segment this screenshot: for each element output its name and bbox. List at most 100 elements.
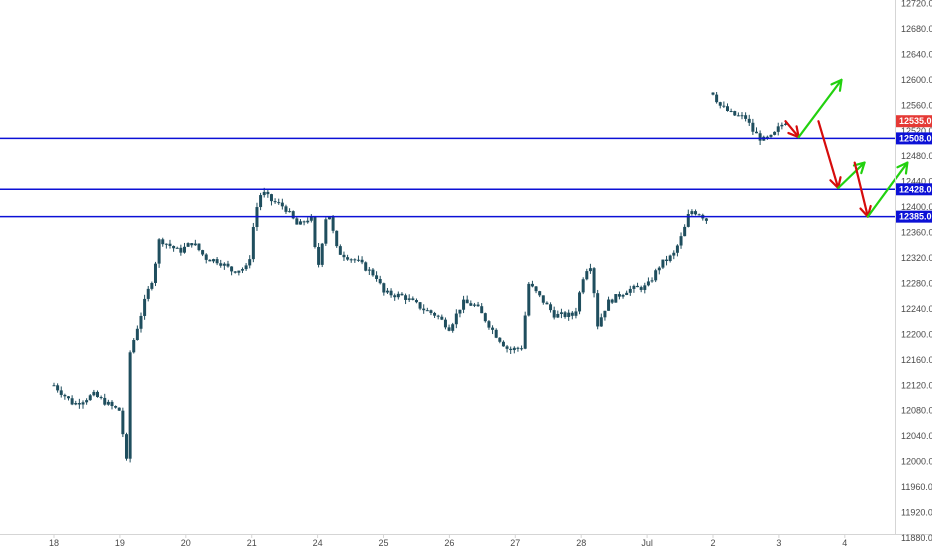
candle-body — [414, 300, 418, 303]
candle-body — [733, 111, 737, 116]
candle-body — [179, 247, 183, 253]
time-tick-label: 18 — [49, 538, 59, 548]
horizontal-levels — [0, 137, 895, 218]
time-tick-label: 2 — [710, 538, 715, 548]
candle-body — [146, 288, 150, 299]
last-price-label: 12535.0 — [899, 116, 932, 126]
candle-body — [248, 259, 252, 266]
last-price-badge — [896, 115, 932, 128]
time-tick-label: 21 — [247, 538, 257, 548]
price-tick-label: 12720.0 — [901, 0, 932, 9]
candle-body — [349, 259, 353, 261]
candle-body — [364, 262, 368, 271]
candle-body — [776, 126, 780, 132]
time-tick-label: 4 — [842, 538, 847, 548]
candle-body — [425, 310, 429, 312]
candle-body — [668, 255, 672, 262]
candle-body — [694, 211, 698, 215]
candle-body — [729, 111, 733, 113]
arrow-shaft — [817, 120, 840, 190]
price-axis[interactable]: 11880.0 11920.0 11960.0 12000.0 12040.0 12080… — [901, 0, 932, 543]
time-axis[interactable]: 18 19 20 21 24 25 26 27 28 Jul 2 3 4 — [49, 534, 847, 548]
candle-body — [371, 269, 375, 276]
candle-body — [559, 312, 563, 314]
time-tick-label: 20 — [181, 538, 191, 548]
candle-body — [440, 316, 444, 320]
candle-body — [665, 259, 669, 262]
arrow-shaft — [784, 120, 800, 139]
candle-body — [157, 239, 161, 264]
candle-body — [657, 267, 661, 271]
candle-body — [443, 319, 447, 328]
level-price-badge — [896, 210, 932, 223]
candle-body — [266, 191, 270, 195]
candle-body — [378, 278, 382, 284]
candle-body — [382, 283, 386, 293]
candle-body — [599, 317, 603, 327]
candle-body — [465, 299, 469, 304]
candle-body — [661, 259, 665, 268]
price-tick-label: 12000.0 — [901, 457, 932, 467]
price-tick-label: 12440.0 — [901, 177, 932, 187]
candle-body — [389, 290, 393, 296]
price-tick-label: 12680.0 — [901, 24, 932, 34]
price-tick-label: 12360.0 — [901, 228, 932, 238]
candle-body — [132, 340, 136, 353]
price-tick-label: 11880.0 — [901, 533, 932, 543]
price-tick-label: 12200.0 — [901, 329, 932, 339]
candle-body — [117, 407, 121, 411]
candle-body — [277, 202, 281, 204]
arrow-down — [784, 120, 800, 139]
candle-body — [454, 313, 458, 325]
candle-body — [436, 315, 440, 317]
candle-body — [744, 115, 748, 119]
time-tick-label: 27 — [510, 538, 520, 548]
candle-body — [56, 385, 60, 391]
price-tick-label: 12600.0 — [901, 75, 932, 85]
price-tick-label: 11960.0 — [901, 482, 932, 492]
time-tick-label: 25 — [378, 538, 388, 548]
candle-body — [783, 123, 787, 125]
candle-body — [422, 308, 426, 311]
candle-body — [574, 311, 578, 316]
candle-body — [175, 247, 179, 249]
candle-body — [353, 259, 357, 261]
candle-body — [545, 302, 549, 305]
candle-body — [346, 257, 350, 260]
candle-body — [81, 402, 85, 405]
level-price-label: 12428.0 — [899, 184, 932, 194]
candle-body — [338, 246, 342, 255]
candle-body — [103, 397, 107, 405]
candle-body — [396, 293, 400, 298]
candle-body — [244, 265, 248, 270]
candle-body — [480, 306, 484, 314]
candle-body — [765, 136, 769, 138]
candle-body — [124, 434, 128, 459]
candle-body — [204, 254, 208, 260]
candle-body — [607, 299, 611, 311]
candle-body — [110, 401, 114, 407]
price-tick-label: 12240.0 — [901, 304, 932, 314]
candle-body — [172, 245, 176, 249]
candle-body — [360, 259, 364, 263]
candle-body — [77, 402, 81, 405]
candle-body — [541, 295, 545, 303]
price-tick-label: 12560.0 — [901, 100, 932, 110]
candle-body — [654, 270, 658, 281]
time-tick-label: 26 — [444, 538, 454, 548]
candle-body — [570, 312, 574, 316]
candle-body — [85, 400, 89, 403]
arrow-shaft — [866, 161, 909, 218]
price-tick-label: 12080.0 — [901, 406, 932, 416]
candle-body — [219, 263, 223, 266]
candle-body — [331, 217, 335, 231]
candle-body — [59, 390, 63, 395]
candle-body — [233, 271, 237, 273]
candle-body — [313, 216, 317, 247]
candle-body — [284, 206, 288, 212]
candle-body — [197, 243, 201, 251]
candle-body — [161, 239, 165, 245]
candle-body — [259, 195, 263, 208]
candle-body — [672, 252, 676, 256]
